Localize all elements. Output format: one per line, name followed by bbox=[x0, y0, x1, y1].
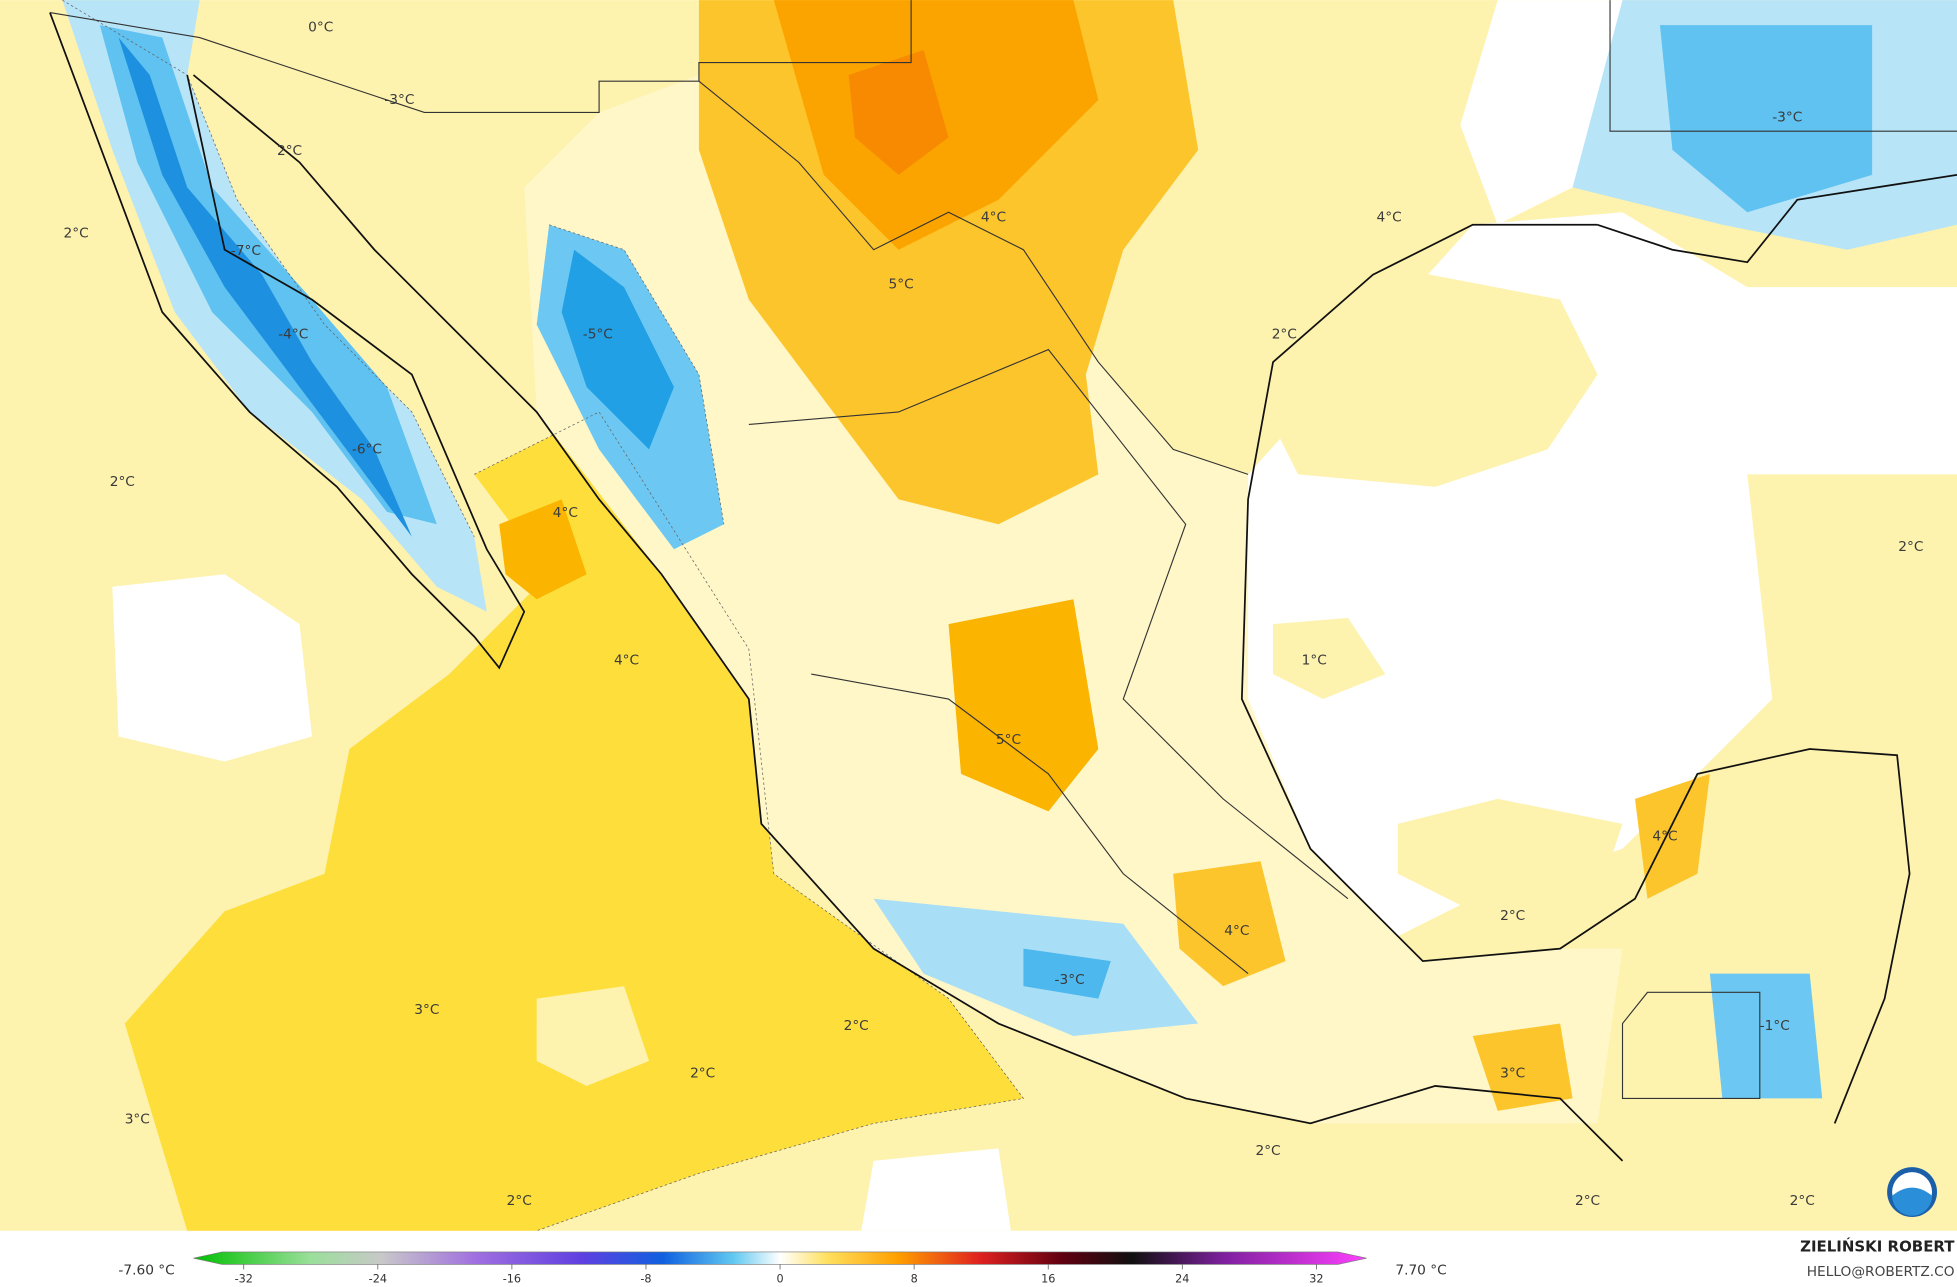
temperature-label: 2°C bbox=[507, 1193, 532, 1209]
noaa-logo bbox=[1887, 1167, 1938, 1217]
map-background bbox=[0, 0, 1957, 1232]
temperature-label: 2°C bbox=[844, 1018, 869, 1034]
temperature-label: 3°C bbox=[414, 1002, 439, 1018]
temperature-label: 1°C bbox=[1302, 652, 1327, 668]
temperature-label: 2°C bbox=[1255, 1143, 1280, 1159]
temperature-label: -7°C bbox=[231, 243, 261, 259]
temperature-label: 4°C bbox=[614, 652, 639, 668]
temperature-label: 2°C bbox=[1790, 1193, 1815, 1209]
temperature-label: 4°C bbox=[1377, 209, 1402, 225]
temperature-label: -3°C bbox=[1055, 972, 1085, 988]
colorbar-max: 7.70 °C bbox=[1395, 1263, 1446, 1279]
colorbar-tick-label: 16 bbox=[1041, 1272, 1055, 1285]
colorbar-tick-label: 32 bbox=[1309, 1272, 1323, 1285]
temperature-label: 5°C bbox=[889, 277, 914, 293]
temperature-label: -4°C bbox=[278, 327, 308, 343]
credit-email: HELLO@ROBERTZ.CO bbox=[1807, 1264, 1955, 1280]
colorbar: -32 -24 -16 -8 0 8 16 24 32 -7.60 °C 7.70 °C bbox=[118, 1251, 1447, 1285]
colorbar-tick-label: 24 bbox=[1175, 1272, 1189, 1285]
temperature-label: 5°C bbox=[996, 732, 1021, 748]
temperature-label: 0°C bbox=[308, 20, 333, 36]
colorbar-ticks: -32 -24 -16 -8 0 8 16 24 32 bbox=[235, 1264, 1324, 1285]
temperature-label: 2°C bbox=[277, 143, 302, 159]
colorbar-tick-label: -24 bbox=[369, 1272, 387, 1285]
colorbar-tick-label: 0 bbox=[776, 1272, 783, 1285]
map-labels: 0°C -3°C 2°C 2°C -7°C -4°C -5°C -6°C 2°C 4°C 4°C 5°… bbox=[64, 20, 1924, 1209]
temperature-label: 4°C bbox=[1224, 923, 1249, 939]
temperature-label: 2°C bbox=[64, 226, 89, 242]
temperature-label: 2°C bbox=[1500, 908, 1525, 924]
temperature-label: 3°C bbox=[125, 1112, 150, 1128]
colorbar-scale bbox=[193, 1251, 1367, 1265]
temperature-label: -5°C bbox=[583, 327, 613, 343]
colorbar-tick-label: 8 bbox=[911, 1272, 918, 1285]
colorbar-tick-label: -32 bbox=[235, 1272, 253, 1285]
temperature-label: 2°C bbox=[110, 474, 135, 490]
credit-name: ZIELIŃSKI ROBERT bbox=[1800, 1236, 1955, 1255]
temperature-label: -3°C bbox=[384, 92, 414, 108]
temperature-label: -1°C bbox=[1760, 1018, 1790, 1034]
temperature-label: 2°C bbox=[690, 1065, 715, 1081]
temperature-label: 2°C bbox=[1575, 1193, 1600, 1209]
temperature-label: -6°C bbox=[352, 441, 382, 457]
colorbar-tick-label: -16 bbox=[503, 1272, 521, 1285]
temperature-label: 3°C bbox=[1500, 1065, 1525, 1081]
temperature-label: 4°C bbox=[1652, 828, 1677, 844]
colorbar-tick-label: -8 bbox=[640, 1272, 651, 1285]
colorbar-min: -7.60 °C bbox=[118, 1263, 174, 1279]
temperature-label: 4°C bbox=[981, 209, 1006, 225]
temperature-label: 4°C bbox=[553, 505, 578, 521]
temperature-label: -3°C bbox=[1772, 109, 1802, 125]
temperature-label: 2°C bbox=[1898, 539, 1923, 555]
temperature-label: 2°C bbox=[1272, 327, 1297, 343]
